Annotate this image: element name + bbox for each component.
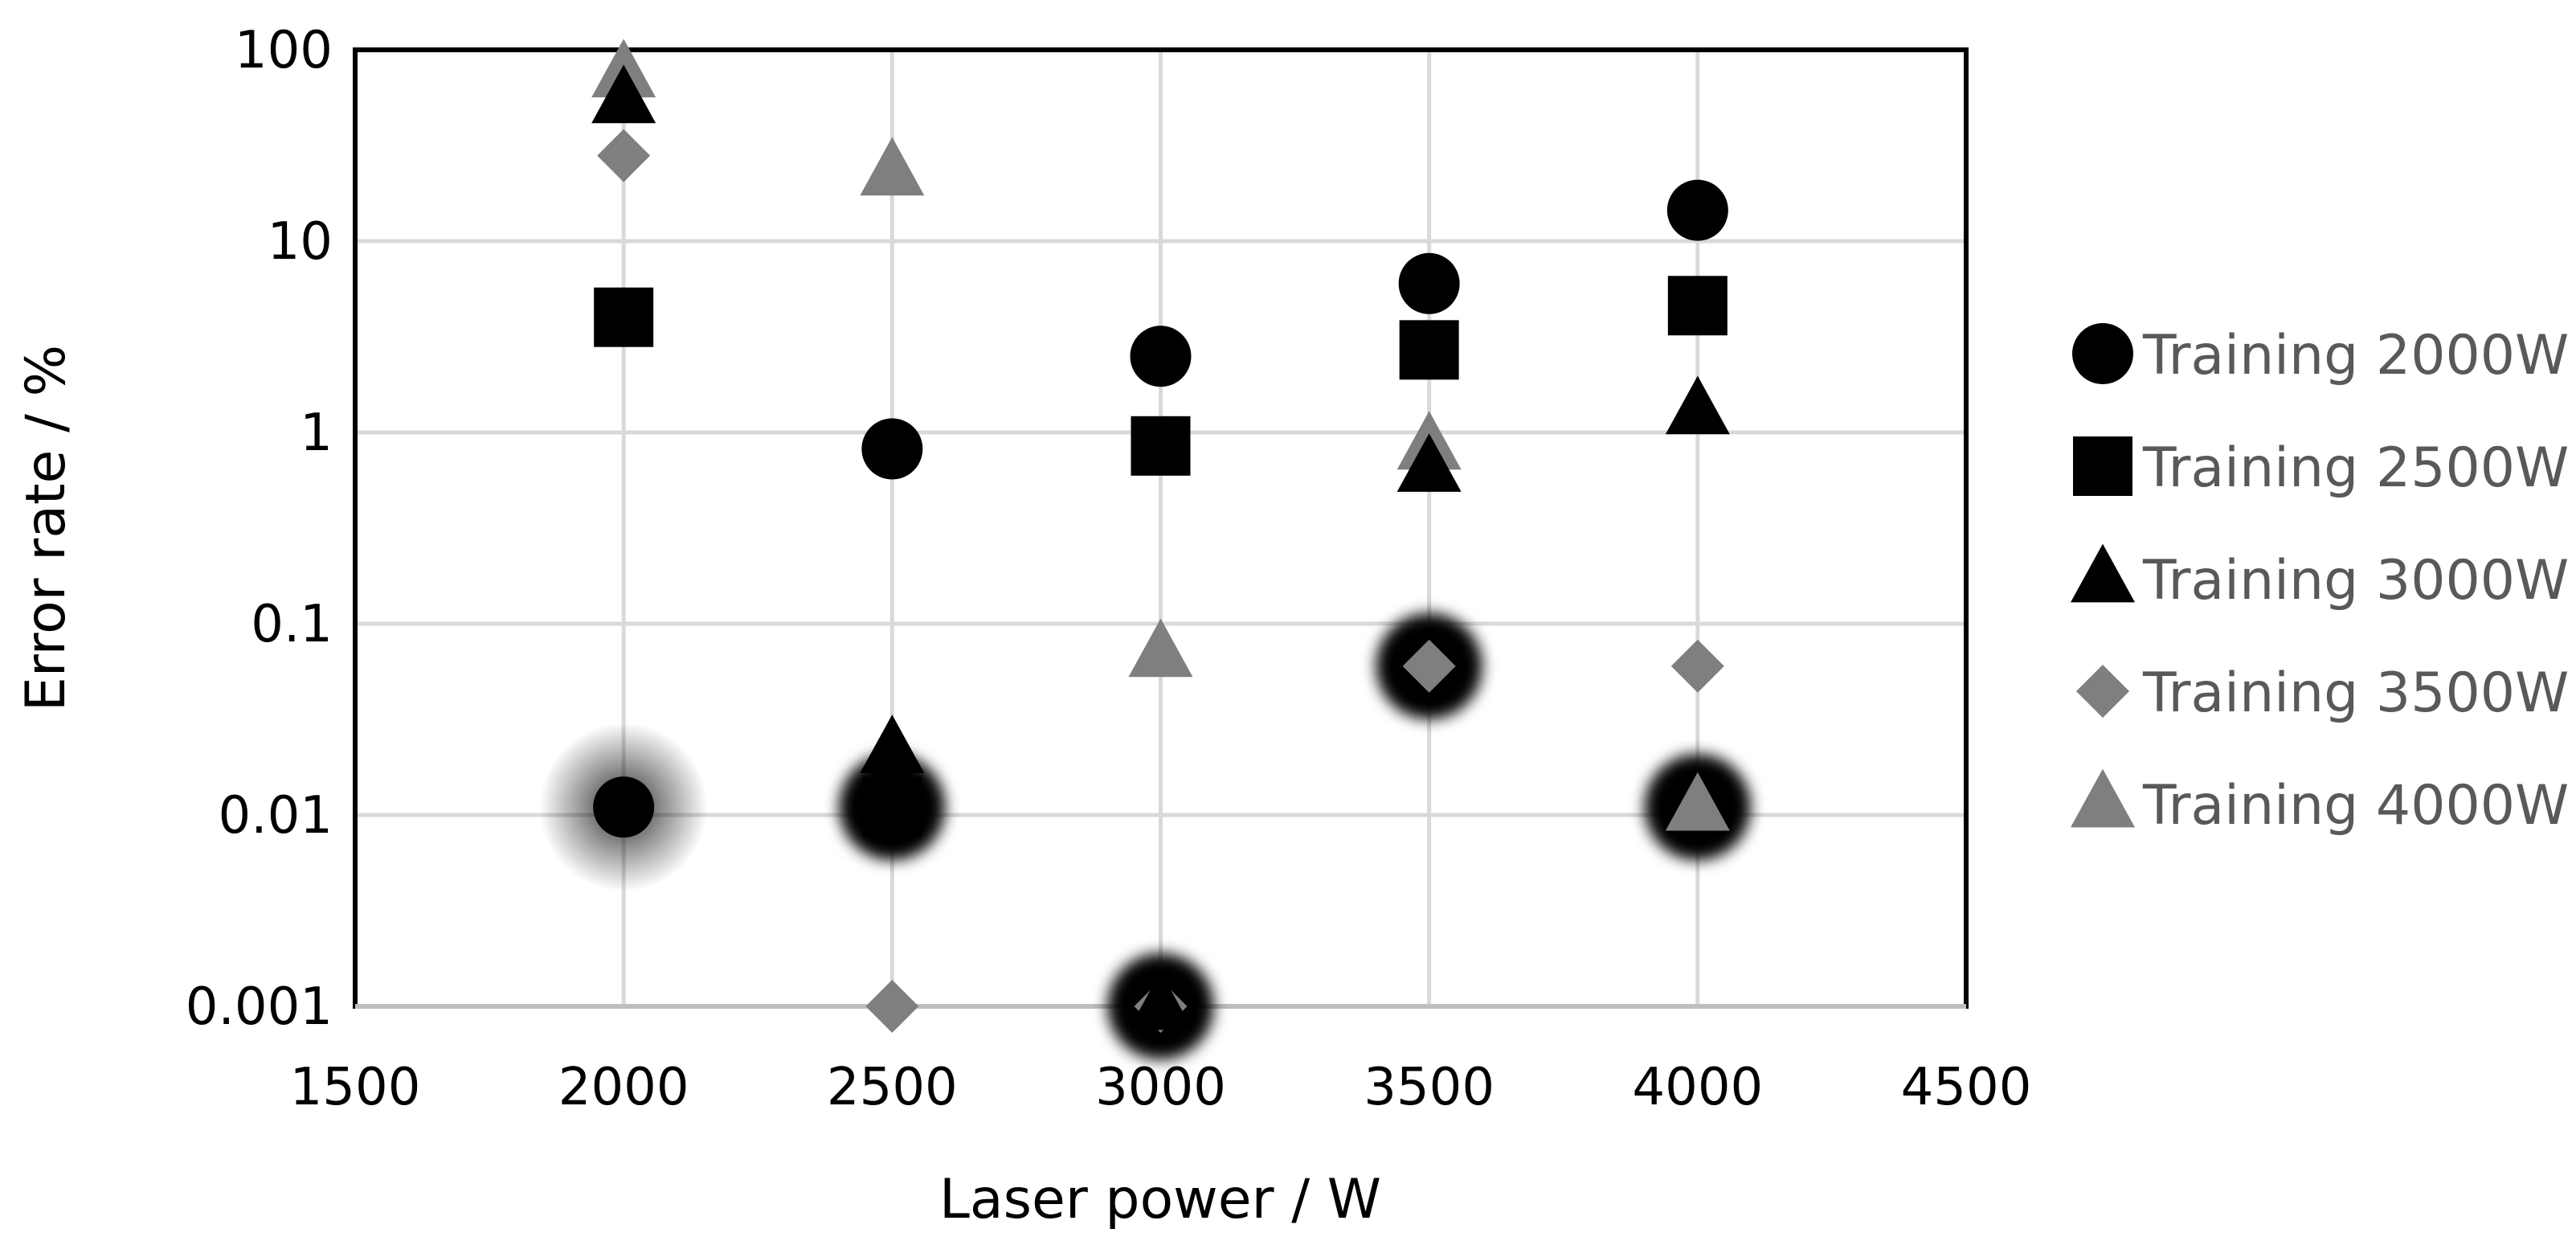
legend-item: Training 2500W xyxy=(2073,436,2569,500)
data-point xyxy=(594,287,654,347)
data-point xyxy=(1131,416,1191,476)
legend-marker-square-icon xyxy=(2073,436,2132,496)
legend: Training 2000W Training 2500W Training 300… xyxy=(2071,323,2569,838)
x-tick-label: 4000 xyxy=(1632,1058,1763,1117)
legend-label: Training 2000W xyxy=(2142,324,2569,387)
x-tick-label: 3500 xyxy=(1364,1058,1494,1117)
data-point xyxy=(1665,375,1730,435)
data-point xyxy=(1398,252,1460,314)
data-point xyxy=(1130,326,1192,387)
x-tick-label: 2500 xyxy=(827,1058,958,1117)
data-point xyxy=(1128,618,1193,678)
data-point xyxy=(1666,179,1728,241)
y-tick-label: 0.001 xyxy=(186,977,333,1037)
legend-item: Training 2000W xyxy=(2072,323,2569,387)
x-tick-label: 1500 xyxy=(290,1058,421,1117)
x-tick-label: 4500 xyxy=(1901,1058,2032,1117)
data-point xyxy=(862,777,922,838)
legend-label: Training 3000W xyxy=(2142,549,2569,612)
axes: 1500 2000 2500 3000 3500 4000 4500 0.001 0.01 0.1… xyxy=(186,21,2032,1117)
legend-item: Training 3000W xyxy=(2071,543,2569,612)
legend-marker-triangle-icon xyxy=(2071,543,2135,603)
legend-marker-circle-icon xyxy=(2072,323,2133,384)
data-point xyxy=(860,137,925,196)
x-tick-label: 2000 xyxy=(558,1058,689,1117)
y-tick-label: 100 xyxy=(235,21,333,80)
data-point xyxy=(593,776,655,838)
legend-item: Training 3500W xyxy=(2076,662,2569,725)
data-point xyxy=(1665,772,1730,831)
data-point xyxy=(1667,276,1728,336)
y-tick-label: 0.1 xyxy=(251,595,333,654)
highlight-glows xyxy=(539,612,1751,1059)
data-point xyxy=(861,418,923,480)
data-point xyxy=(1402,639,1456,693)
data-points xyxy=(591,39,1730,1033)
y-tick-label: 1 xyxy=(300,403,333,463)
data-point xyxy=(597,129,651,182)
data-point xyxy=(1128,971,1193,1030)
legend-label: Training 2500W xyxy=(2142,436,2569,500)
y-axis-title: Error rate / % xyxy=(14,345,78,711)
data-point xyxy=(1670,639,1724,693)
legend-item: Training 4000W xyxy=(2071,768,2569,838)
legend-marker-triangle-icon xyxy=(2071,768,2135,828)
data-point xyxy=(591,64,656,124)
data-point xyxy=(1396,433,1462,492)
legend-label: Training 4000W xyxy=(2142,774,2569,838)
data-point xyxy=(1399,320,1459,380)
y-tick-label: 10 xyxy=(268,212,333,272)
legend-label: Training 3500W xyxy=(2142,662,2569,725)
x-axis-title: Laser power / W xyxy=(939,1168,1381,1231)
data-point xyxy=(865,980,919,1033)
legend-marker-diamond-icon xyxy=(2076,665,2129,718)
x-tick-label: 3000 xyxy=(1095,1058,1226,1117)
y-tick-label: 0.01 xyxy=(219,786,333,846)
data-point xyxy=(860,715,925,773)
